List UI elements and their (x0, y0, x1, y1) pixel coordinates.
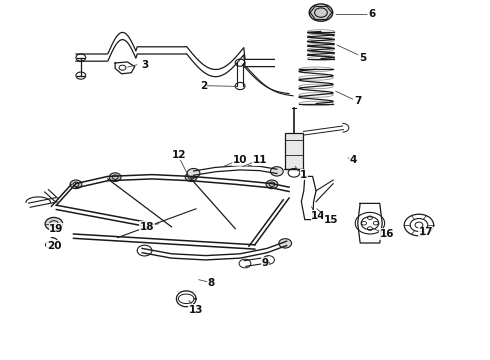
Text: 9: 9 (261, 258, 268, 268)
Text: 7: 7 (354, 96, 362, 106)
Text: 13: 13 (189, 305, 203, 315)
Circle shape (309, 4, 333, 21)
Text: 1: 1 (300, 170, 307, 180)
Text: 17: 17 (419, 227, 434, 237)
Text: 2: 2 (200, 81, 207, 91)
Text: 8: 8 (207, 278, 214, 288)
Text: 10: 10 (233, 155, 247, 165)
Text: 3: 3 (141, 60, 148, 70)
Circle shape (45, 217, 63, 230)
FancyBboxPatch shape (285, 133, 303, 169)
Circle shape (185, 173, 197, 181)
Circle shape (109, 173, 121, 181)
Text: 14: 14 (311, 211, 326, 221)
Text: 16: 16 (380, 229, 394, 239)
Circle shape (270, 167, 283, 176)
Text: 12: 12 (172, 150, 186, 160)
Text: 20: 20 (47, 240, 61, 251)
Circle shape (266, 180, 278, 189)
Text: 11: 11 (252, 155, 267, 165)
Text: 5: 5 (359, 53, 366, 63)
Circle shape (279, 239, 292, 248)
Text: 19: 19 (49, 224, 64, 234)
Text: 18: 18 (140, 222, 154, 232)
Text: 15: 15 (323, 215, 338, 225)
Text: 4: 4 (349, 155, 357, 165)
Circle shape (70, 180, 82, 189)
Circle shape (187, 168, 200, 178)
Text: 6: 6 (369, 9, 376, 19)
